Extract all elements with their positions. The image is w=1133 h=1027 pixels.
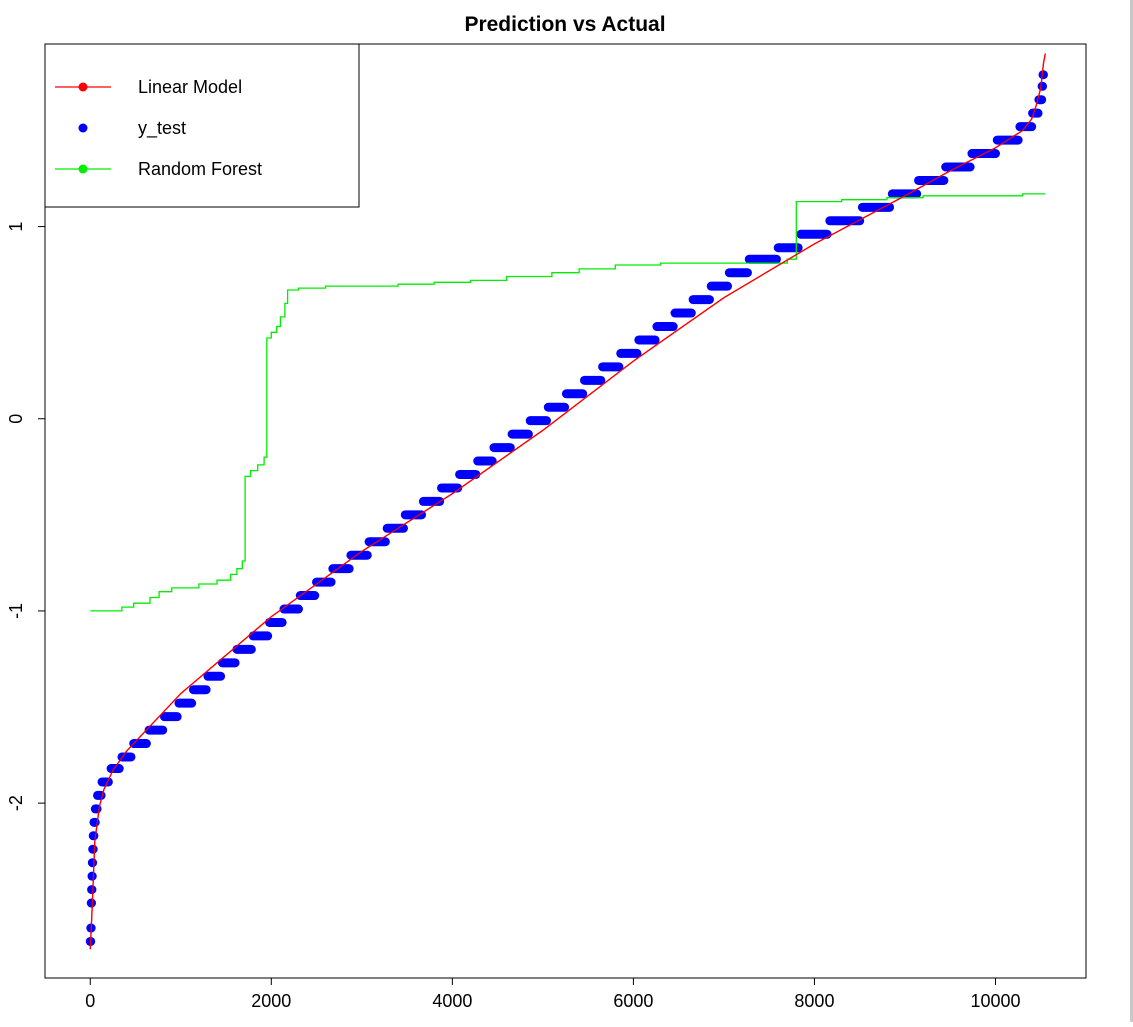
series-layer <box>85 53 1048 950</box>
chart-title: Prediction vs Actual <box>464 13 665 36</box>
legend-point-sample <box>78 82 88 92</box>
legend-box <box>44 43 360 208</box>
legend-point-sample <box>78 123 88 133</box>
x-tick-label: 4000 <box>432 991 472 1011</box>
y-tick-label: -1 <box>6 603 26 619</box>
legend: Linear Model y_test Random Forest <box>44 43 360 208</box>
legend-label: Random Forest <box>138 159 262 179</box>
x-tick-label: 2000 <box>251 991 291 1011</box>
y-tick-label: 0 <box>6 414 26 424</box>
legend-label: Linear Model <box>138 77 242 97</box>
plot-area-frame <box>44 43 1087 979</box>
random-forest-line <box>90 193 1046 612</box>
axes-layer: 0 2000 4000 6000 8000 10000 -2 -1 0 1 <box>6 222 1021 1011</box>
x-tick-label: 0 <box>85 991 95 1011</box>
y-tick-label: -2 <box>6 795 26 811</box>
legend-point-sample <box>78 164 88 174</box>
window-edge <box>1130 0 1133 1022</box>
legend-label: y_test <box>138 118 186 139</box>
x-tick-label: 10000 <box>970 991 1020 1011</box>
x-tick-label: 8000 <box>794 991 834 1011</box>
y-tick-label: 1 <box>6 222 26 232</box>
x-tick-label: 6000 <box>613 991 653 1011</box>
linear-model-line-overlay <box>89 53 1046 950</box>
